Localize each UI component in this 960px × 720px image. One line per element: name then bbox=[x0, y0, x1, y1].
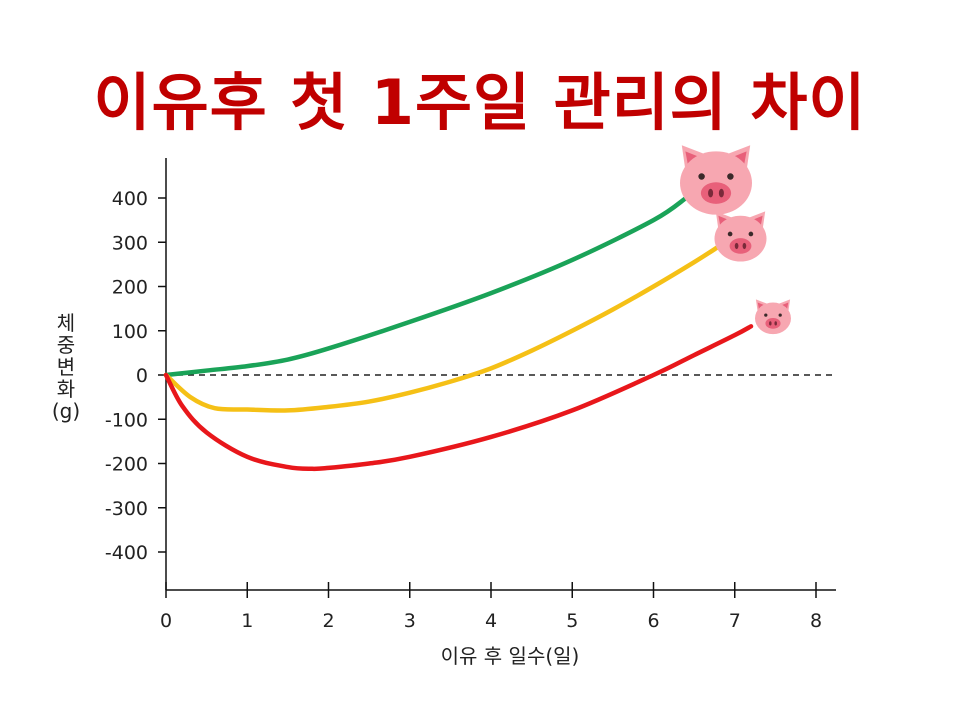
y-tick-label: -400 bbox=[105, 542, 148, 564]
x-axis-label: 이유 후 일수(일) bbox=[441, 644, 580, 668]
x-tick-label: 0 bbox=[160, 610, 172, 632]
y-axis-label-part: (g) bbox=[52, 399, 80, 423]
y-tick-label: 200 bbox=[112, 277, 148, 299]
x-tick-label: 8 bbox=[810, 610, 822, 632]
y-tick-label: 400 bbox=[112, 188, 148, 210]
x-tick-label: 6 bbox=[647, 610, 659, 632]
x-tick-label: 4 bbox=[485, 610, 497, 632]
pig-medium-icon bbox=[714, 211, 767, 262]
pig-small-icon bbox=[755, 299, 791, 335]
y-tick-label: 100 bbox=[112, 321, 148, 343]
y-axis-label-part: 중 bbox=[57, 333, 75, 357]
y-axis-ticks: 400 300 200 100 0 -100 -200 -300 -400 bbox=[105, 188, 166, 564]
x-axis-ticks: 0 1 2 3 4 5 6 7 8 bbox=[160, 582, 822, 632]
x-tick-label: 3 bbox=[404, 610, 416, 632]
series-line-green bbox=[163, 195, 689, 378]
series-line-yellow bbox=[163, 244, 721, 413]
x-tick-label: 1 bbox=[241, 610, 253, 632]
y-axis-label-part: 체 bbox=[57, 311, 75, 335]
y-tick-label: 0 bbox=[136, 365, 148, 387]
y-axis-label-part: 화 bbox=[57, 377, 75, 401]
chart-title: 이유후 첫 1주일 관리의 차이 bbox=[93, 66, 867, 139]
pig-large-icon bbox=[680, 145, 752, 215]
y-tick-label: -200 bbox=[105, 454, 148, 476]
series-group bbox=[163, 195, 754, 472]
x-tick-label: 2 bbox=[322, 610, 334, 632]
y-tick-label: 300 bbox=[112, 232, 148, 254]
x-tick-label: 7 bbox=[729, 610, 741, 632]
x-tick-label: 5 bbox=[566, 610, 578, 632]
series-line-red bbox=[163, 324, 754, 472]
pig-icons bbox=[680, 145, 791, 335]
y-axis-label-part: 변 bbox=[57, 355, 75, 379]
y-tick-label: -100 bbox=[105, 409, 148, 431]
y-tick-label: -300 bbox=[105, 498, 148, 520]
